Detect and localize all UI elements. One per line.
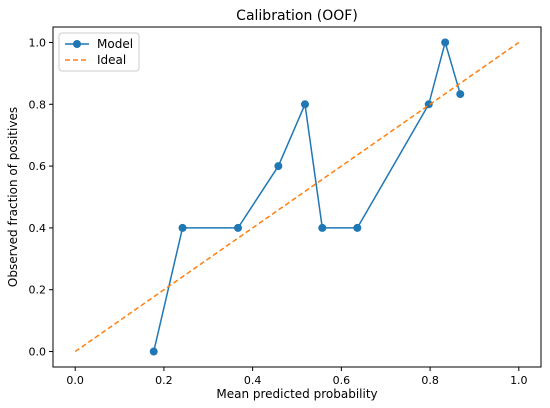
- series-model-point: [353, 223, 362, 232]
- series-model-point: [274, 162, 283, 171]
- y-tick-label: 0.0: [29, 346, 47, 359]
- x-tick-label: 1.0: [510, 374, 528, 387]
- series-model-point: [300, 100, 309, 109]
- x-tick-label: 0.0: [66, 374, 84, 387]
- legend-ideal-label: Ideal: [97, 53, 126, 67]
- x-axis: 0.0 0.2 0.4 0.6 0.8 1.0: [66, 367, 528, 387]
- series-ideal-line: [74, 41, 520, 353]
- y-tick-label: 0.6: [29, 160, 47, 173]
- legend: Model Ideal: [58, 32, 140, 72]
- chart-title: Calibration (OOF): [236, 8, 358, 24]
- legend-model-marker: [73, 40, 81, 48]
- series-model-point: [441, 38, 450, 47]
- series-model-point: [233, 223, 242, 232]
- x-tick-label: 0.6: [333, 374, 351, 387]
- y-tick-label: 0.8: [29, 98, 47, 111]
- legend-model-label: Model: [97, 37, 133, 51]
- series-layer: [74, 38, 520, 356]
- series-model-line: [152, 39, 461, 352]
- x-axis-label: Mean predicted probability: [216, 387, 377, 401]
- y-axis: 0.0 0.2 0.4 0.6 0.8 1.0: [29, 36, 53, 359]
- series-model-point: [178, 223, 187, 232]
- series-model-point: [456, 90, 465, 99]
- y-tick-label: 0.2: [29, 284, 47, 297]
- y-axis-label: Observed fraction of positives: [6, 107, 20, 287]
- x-tick-label: 0.2: [155, 374, 173, 387]
- x-tick-label: 0.4: [244, 374, 262, 387]
- series-model-point: [318, 223, 327, 232]
- x-tick-label: 0.8: [421, 374, 439, 387]
- series-model-point: [149, 347, 158, 356]
- y-tick-label: 0.4: [29, 222, 47, 235]
- y-tick-label: 1.0: [29, 36, 47, 49]
- plot-frame: [52, 26, 542, 368]
